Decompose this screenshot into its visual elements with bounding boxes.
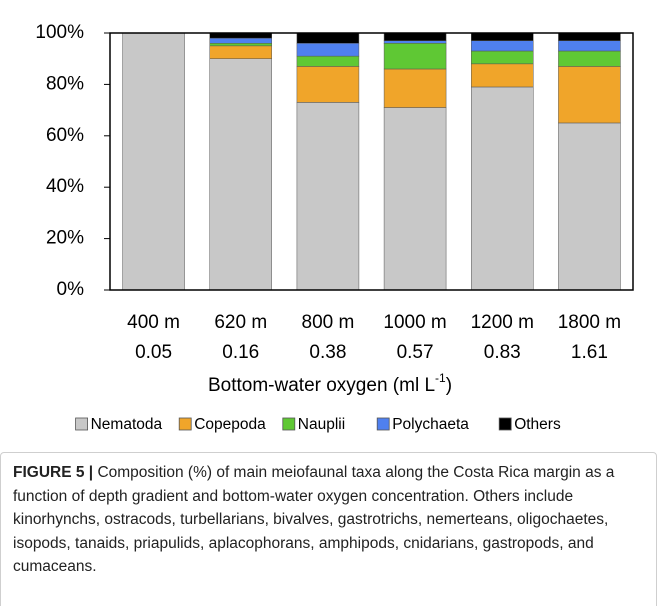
caption-label: FIGURE 5 | [13,464,94,481]
x-tick-label: 800 m [302,312,355,333]
bar-segment [296,66,360,103]
bar-segment [383,107,447,291]
bar-segment [471,86,534,291]
bar-segment [558,66,621,124]
legend-label: Polychaeta [392,416,469,433]
x-tick-label: 1200 m [471,312,534,333]
bar-segment [296,55,360,67]
y-tick-label: 60% [46,125,84,146]
y-tick-label: 80% [46,73,84,94]
legend-swatch [178,417,192,431]
bar-segment [471,32,534,41]
x-tick-sublabel: 0.57 [397,342,434,363]
x-axis-label: Bottom-water oxygen (ml L-1) [208,371,452,396]
x-tick-label: 620 m [214,312,267,333]
legend-label: Nauplii [298,416,345,433]
bar-segment [209,45,272,59]
bar-segment [558,122,621,291]
x-tick-sublabel: 0.16 [222,342,259,363]
y-tick-label: 100% [35,22,84,43]
x-axis-label-end: ) [446,375,452,396]
bar-segment [122,32,185,291]
legend-label: Others [514,416,561,433]
chart: Bottom-water oxygen (ml L-1) 0% 20% 40% 60%… [35,22,634,433]
bar-segment [383,43,447,70]
x-axis-label-sup: -1 [435,371,446,385]
bar-segment [209,58,272,291]
bar-segment [296,32,360,44]
y-tick-label: 0% [57,279,85,300]
bar-segment [558,32,621,41]
x-tick-label: 1000 m [383,312,446,333]
legend-label: Copepoda [194,416,266,433]
caption: FIGURE 5 | Composition (%) of main meiof… [0,452,657,606]
bar-segment [471,50,534,65]
bar-segment [558,40,621,52]
bar-segment [471,40,534,52]
bar-segment [209,43,272,47]
y-tick-label: 40% [46,176,84,197]
plot-frame [109,32,634,291]
legend-swatch [75,417,88,431]
bar-segment [296,102,360,291]
bar-segment [471,63,534,88]
bar-segment [209,37,272,44]
bar-segment [209,32,272,39]
bar-segment [383,32,447,41]
caption-text: Composition (%) of main meiofaunal taxa … [13,464,615,575]
y-tick-label: 20% [46,228,84,249]
legend-swatch [282,417,296,431]
x-tick-label: 1800 m [558,312,621,333]
bar-segment [383,68,447,108]
legend-label: Nematoda [91,416,163,433]
legend-swatch [376,417,390,431]
x-axis-label-main: Bottom-water oxygen (ml L [208,375,435,396]
bar-segment [296,43,360,57]
x-tick-label: 400 m [127,312,180,333]
bar-segment [383,40,447,44]
bar-segment [558,50,621,67]
x-tick-sublabel: 1.61 [571,342,608,363]
x-tick-sublabel: 0.38 [309,342,346,363]
x-tick-sublabel: 0.05 [135,342,172,363]
legend-swatch [498,417,512,431]
x-tick-sublabel: 0.83 [484,342,521,363]
